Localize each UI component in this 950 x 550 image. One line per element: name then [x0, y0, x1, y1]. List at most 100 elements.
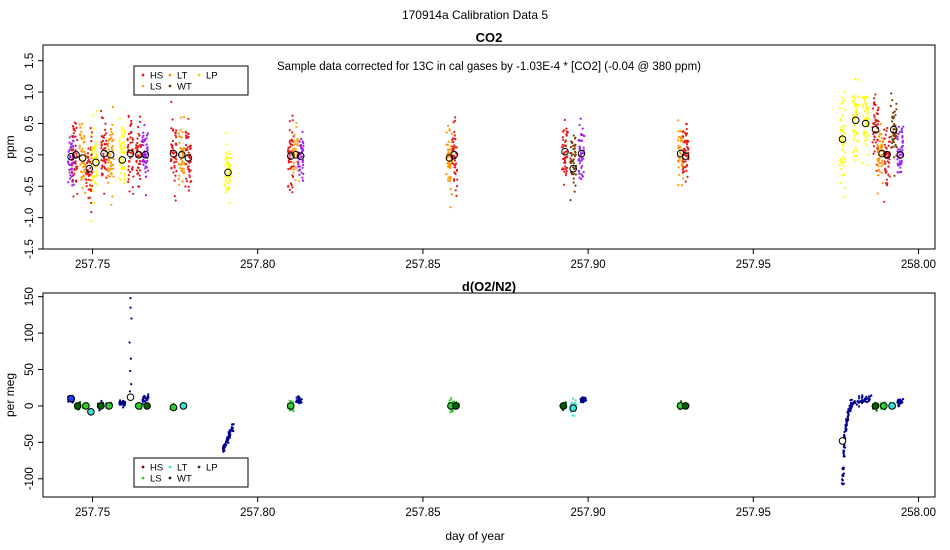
- o2n2-trend-point: [865, 401, 868, 404]
- co2-point: [867, 134, 870, 137]
- co2-point: [570, 151, 573, 155]
- co2-point: [898, 130, 901, 134]
- co2-point: [107, 167, 110, 170]
- co2-point: [867, 111, 870, 114]
- o2n2-trend-point: [863, 400, 866, 403]
- co2-point: [677, 173, 681, 176]
- co2-point: [865, 123, 868, 126]
- co2-point: [75, 155, 78, 158]
- co2-point: [292, 168, 295, 171]
- o2n2-legend-box: [133, 457, 249, 488]
- co2-point: [293, 133, 296, 136]
- co2-point: [843, 131, 846, 135]
- co2-point: [561, 167, 564, 170]
- o2n2-point: [579, 398, 582, 401]
- co2-point: [874, 121, 877, 124]
- co2-point: [120, 141, 124, 144]
- co2-point: [90, 156, 94, 159]
- co2-point: [863, 130, 866, 133]
- co2-point: [142, 140, 145, 143]
- co2-mean-marker: [883, 151, 891, 159]
- co2-point: [565, 172, 568, 175]
- co2-point: [224, 185, 227, 188]
- co2-point: [80, 130, 83, 133]
- co2-point: [187, 167, 190, 171]
- co2-y-tick-label: -1.5: [24, 239, 36, 259]
- co2-point: [129, 123, 132, 126]
- co2-point: [174, 134, 177, 137]
- co2-point: [572, 153, 575, 156]
- co2-point: [679, 140, 683, 143]
- o2n2-y-tick-label: -50: [24, 434, 36, 451]
- co2-point: [863, 109, 866, 112]
- co2-point: [890, 92, 893, 95]
- co2-point: [862, 114, 865, 117]
- co2-point: [229, 157, 233, 160]
- co2-point: [120, 167, 123, 170]
- co2-point: [677, 139, 680, 142]
- co2-point: [138, 174, 141, 177]
- co2-point: [872, 152, 875, 155]
- co2-point: [127, 114, 130, 117]
- co2-point: [895, 102, 898, 105]
- co2-point: [298, 165, 301, 168]
- co2-point: [100, 143, 103, 146]
- co2-mean-marker: [861, 119, 870, 128]
- co2-point: [123, 172, 127, 175]
- co2-point: [680, 184, 684, 187]
- co2-legend-hs: HS: [150, 71, 163, 82]
- co2-mean-marker: [184, 154, 193, 162]
- co2-point: [145, 137, 148, 140]
- co2-point: [561, 143, 564, 146]
- co2-point: [122, 135, 125, 138]
- co2-point: [188, 161, 191, 164]
- co2-point: [301, 130, 304, 133]
- o2n2-trend-point: [842, 474, 845, 477]
- co2-point: [173, 161, 176, 164]
- co2-point: [175, 129, 178, 132]
- co2-point: [302, 163, 305, 166]
- co2-point: [122, 146, 126, 149]
- co2-point: [95, 172, 98, 175]
- co2-legend-ls-marker: [141, 84, 145, 88]
- co2-point: [572, 177, 575, 180]
- co2-point: [107, 174, 110, 177]
- co2-point: [857, 140, 860, 143]
- co2-point: [877, 149, 880, 152]
- co2-point: [855, 133, 859, 136]
- co2-data-points: [67, 78, 905, 223]
- co2-mean-marker: [126, 149, 135, 158]
- co2-point: [100, 159, 103, 162]
- co2-point: [900, 146, 903, 149]
- co2-point: [873, 138, 876, 141]
- co2-point: [565, 127, 568, 130]
- co2-point: [229, 164, 232, 167]
- co2-point: [563, 170, 566, 173]
- co2-point: [72, 127, 75, 130]
- o2n2-outlier-point: [129, 306, 132, 309]
- o2n2-x-tick-label: 257.85: [405, 507, 440, 519]
- co2-point: [187, 151, 190, 154]
- co2-point: [686, 132, 689, 135]
- o2n2-legend-wt-marker: [168, 476, 172, 480]
- co2-point: [865, 131, 868, 134]
- o2n2-mean-markers: [67, 393, 896, 445]
- o2n2-point: [571, 414, 574, 417]
- co2-point: [852, 129, 856, 132]
- co2-legend-wt: WT: [177, 82, 192, 93]
- co2-point: [881, 159, 884, 162]
- co2-point: [73, 121, 76, 124]
- co2-point: [898, 154, 901, 157]
- co2-point: [894, 114, 897, 117]
- o2n2-outlier-point: [130, 383, 133, 386]
- co2-point: [842, 99, 846, 102]
- co2-point: [678, 159, 681, 162]
- o2n2-x-tick-label: 257.75: [75, 507, 110, 519]
- co2-point: [878, 133, 881, 136]
- co2-point: [80, 150, 83, 153]
- co2-point: [78, 123, 81, 126]
- co2-panel: CO2 257.75 257.80 257.85 257.90 257.95 258.00…: [3, 30, 936, 271]
- co2-point: [144, 167, 147, 170]
- co2-point: [891, 115, 894, 118]
- co2-point: [228, 152, 231, 155]
